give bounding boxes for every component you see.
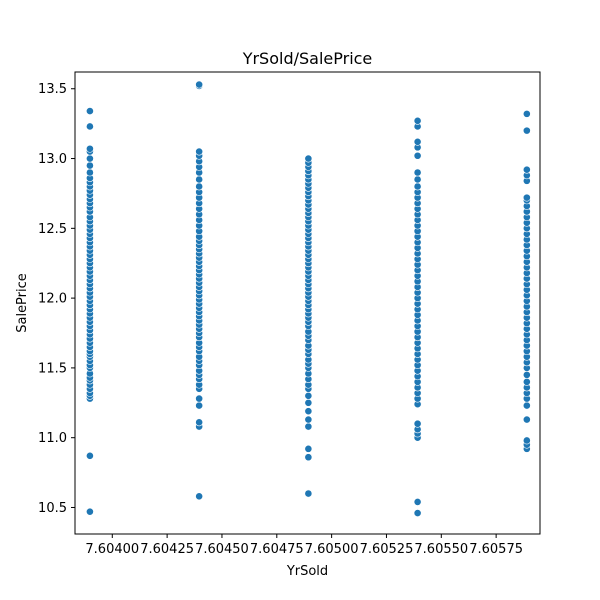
data-point [522,401,531,410]
y-axis-ticks: 10.5 11.0 11.5 12.0 12.5 13.0 13.5 [38,82,75,516]
data-point [522,109,531,118]
data-point [195,80,204,89]
data-point [86,168,94,177]
data-point [195,394,204,403]
x-tick-label: 7.60575 [469,542,523,557]
data-point [86,107,94,115]
data-point [304,422,313,431]
data-point [413,151,422,160]
data-point [195,418,204,427]
data-point [86,144,94,153]
x-axis-label: YrSold [286,564,328,579]
data-point [304,453,313,462]
y-tick-label: 11.5 [38,361,67,376]
y-tick-label: 12.0 [38,292,67,307]
data-point [413,182,422,191]
x-tick-label: 7.60550 [414,542,468,557]
data-point [413,497,422,506]
data-point [86,451,94,460]
chart-title: YrSold/SalePrice [242,49,373,68]
y-tick-label: 10.5 [38,501,67,516]
y-axis-label: SalePrice [15,273,30,333]
data-point [522,377,531,386]
data-point [195,175,204,184]
y-tick-label: 12.5 [38,222,67,237]
data-point [522,193,531,202]
data-point [522,415,531,424]
data-point [413,168,422,177]
data-point [413,419,422,428]
data-point [304,444,313,453]
data-point [304,154,313,163]
data-point [413,137,422,146]
x-tick-label: 7.60500 [305,542,359,557]
data-point [413,175,422,184]
data-point [522,370,531,379]
data-point [522,436,531,445]
data-point [86,122,94,131]
data-point [304,407,313,416]
x-tick-label: 7.60400 [85,542,139,557]
x-axis-ticks: 7.60400 7.60425 7.60450 7.60475 7.60500 7.605… [85,534,523,557]
data-point [195,182,204,191]
x-tick-label: 7.60475 [250,542,304,557]
data-point [195,147,204,156]
y-tick-label: 13.0 [38,152,67,167]
data-point [522,165,531,174]
data-point [86,154,94,163]
data-point [413,509,422,517]
data-point [195,492,204,501]
data-point [195,401,204,410]
y-tick-label: 13.5 [38,82,67,97]
data-points [86,80,531,517]
plot-area-frame [74,71,541,535]
x-tick-label: 7.60425 [140,542,194,557]
y-tick-label: 11.0 [38,431,67,446]
data-point [304,489,313,498]
data-point [86,507,94,516]
data-point [86,161,94,170]
data-point [304,398,313,407]
data-point [304,391,313,400]
x-tick-label: 7.60525 [360,542,414,557]
x-tick-label: 7.60450 [195,542,249,557]
data-point [304,415,313,424]
data-point [522,126,531,135]
data-point [413,116,422,125]
